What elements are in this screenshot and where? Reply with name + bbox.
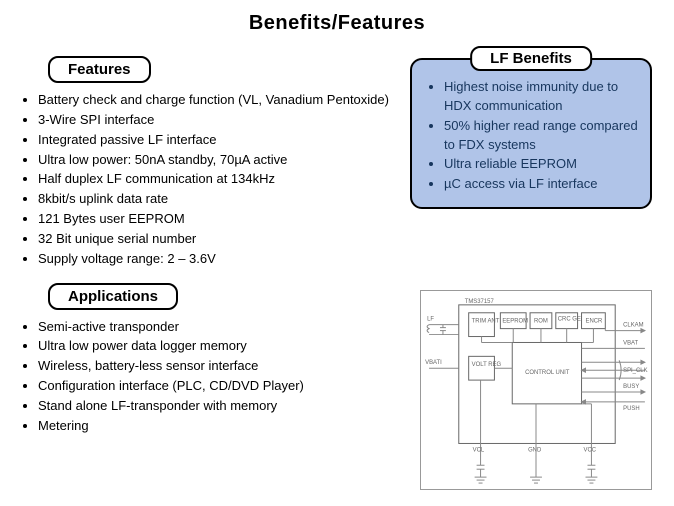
block-diagram: TMS37157 TRIM ANT EEPROM ROM CRC GEN ENC… — [420, 290, 652, 490]
list-item: Supply voltage range: 2 – 3.6V — [38, 250, 398, 269]
pin-label: VBAT — [623, 340, 638, 346]
list-item: 8kbit/s uplink data rate — [38, 190, 398, 209]
pin-label: VBATI — [425, 360, 442, 366]
chip-label: TMS37157 — [465, 299, 494, 305]
applications-list: Semi-active transponder Ultra low power … — [18, 318, 398, 436]
list-item: Wireless, battery-less sensor interface — [38, 357, 398, 376]
list-item: Half duplex LF communication at 134kHz — [38, 170, 398, 189]
list-item: µC access via LF interface — [444, 175, 640, 194]
block-label: CONTROL UNIT — [525, 370, 570, 376]
block-label: EEPROM — [502, 319, 528, 325]
list-item: 121 Bytes user EEPROM — [38, 210, 398, 229]
left-column: Features Battery check and charge functi… — [18, 56, 398, 437]
pin-label: BUSY — [623, 384, 639, 390]
block-label: ENCR — [586, 319, 604, 325]
list-item: Configuration interface (PLC, CD/DVD Pla… — [38, 377, 398, 396]
pin-label: SPI_CLK — [623, 368, 647, 374]
applications-heading: Applications — [48, 283, 178, 310]
pin-label: CLKAM — [623, 323, 644, 329]
applications-block: Applications Semi-active transponder Ult… — [18, 283, 398, 436]
list-item: Highest noise immunity due to HDX commun… — [444, 78, 640, 116]
pin-label: GND — [528, 447, 541, 453]
pin-label: VCC — [584, 447, 597, 453]
features-heading: Features — [48, 56, 151, 83]
list-item: Battery check and charge function (VL, V… — [38, 91, 398, 110]
list-item: Metering — [38, 417, 398, 436]
benefits-list: Highest noise immunity due to HDX commun… — [426, 78, 640, 194]
pin-label: PUSH — [623, 406, 640, 412]
list-item: Ultra low power: 50nA standby, 70µA acti… — [38, 151, 398, 170]
list-item: Ultra low power data logger memory — [38, 337, 398, 356]
list-item: Stand alone LF-transponder with memory — [38, 397, 398, 416]
block-label: TRIM ANT — [472, 319, 500, 325]
pin-label: VCL — [473, 447, 485, 453]
list-item: 50% higher read range compared to FDX sy… — [444, 117, 640, 155]
block-label: ROM — [534, 319, 548, 325]
list-item: 32 Bit unique serial number — [38, 230, 398, 249]
benefits-box: LF Benefits Highest noise immunity due t… — [410, 58, 652, 209]
list-item: Integrated passive LF interface — [38, 131, 398, 150]
block-label: VOLT REG — [472, 362, 502, 368]
benefits-heading: LF Benefits — [470, 46, 592, 71]
pin-label: LF — [427, 317, 434, 323]
page-title: Benefits/Features — [0, 0, 674, 35]
list-item: 3-Wire SPI interface — [38, 111, 398, 130]
list-item: Ultra reliable EEPROM — [444, 155, 640, 174]
features-list: Battery check and charge function (VL, V… — [18, 91, 398, 269]
list-item: Semi-active transponder — [38, 318, 398, 337]
